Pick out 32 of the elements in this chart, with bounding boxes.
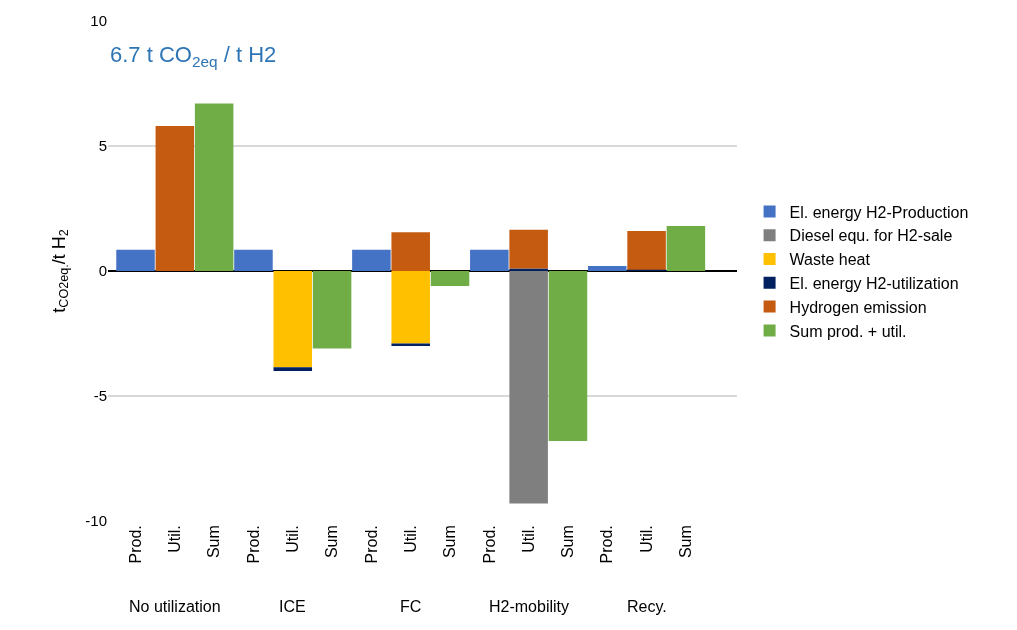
x-tick-label: Sum: [559, 525, 577, 559]
text: ICE: [279, 598, 306, 615]
x-tick-label: Util.: [519, 525, 537, 553]
legend-label: Hydrogen emission: [789, 298, 927, 316]
x-tick-label: Sum: [323, 525, 341, 559]
legend-label: Sum prod. + util.: [789, 322, 907, 340]
legend-label: Waste heat: [789, 251, 871, 269]
x-tick-label: Sum: [205, 525, 223, 559]
legend-label: El. energy H2-Production: [789, 203, 969, 221]
text: H2-mobility: [489, 598, 570, 615]
x-tick-label: Prod.: [598, 525, 616, 564]
y-tick-label: -10: [85, 512, 107, 530]
text: Recy.: [627, 598, 667, 615]
legend-label: Diesel equ. for H2-sale: [789, 227, 953, 245]
x-tick-label: Prod.: [362, 525, 380, 564]
x-tick-label: Util.: [401, 525, 419, 553]
x-tick-label: Sum: [677, 525, 695, 559]
x-tick-label: Util.: [166, 525, 184, 553]
text: FC: [400, 598, 422, 615]
text: 6.7 t CO$_{2eq}$ / t H2: [110, 42, 277, 70]
x-tick-label: Sum: [441, 525, 459, 559]
y-tick-label: -5: [93, 387, 107, 405]
y-tick-label: 10: [90, 12, 107, 30]
x-tick-label: Util.: [637, 525, 655, 553]
y-tick-label: 0: [98, 262, 107, 280]
x-tick-label: Util.: [283, 525, 301, 553]
y-tick-label: 5: [98, 137, 107, 155]
x-tick-label: Prod.: [244, 525, 262, 564]
x-tick-label: Prod.: [126, 525, 144, 564]
x-tick-label: Prod.: [480, 525, 498, 564]
text: No utilization: [129, 598, 221, 615]
legend-label: El. energy H2-utilization: [789, 275, 959, 293]
